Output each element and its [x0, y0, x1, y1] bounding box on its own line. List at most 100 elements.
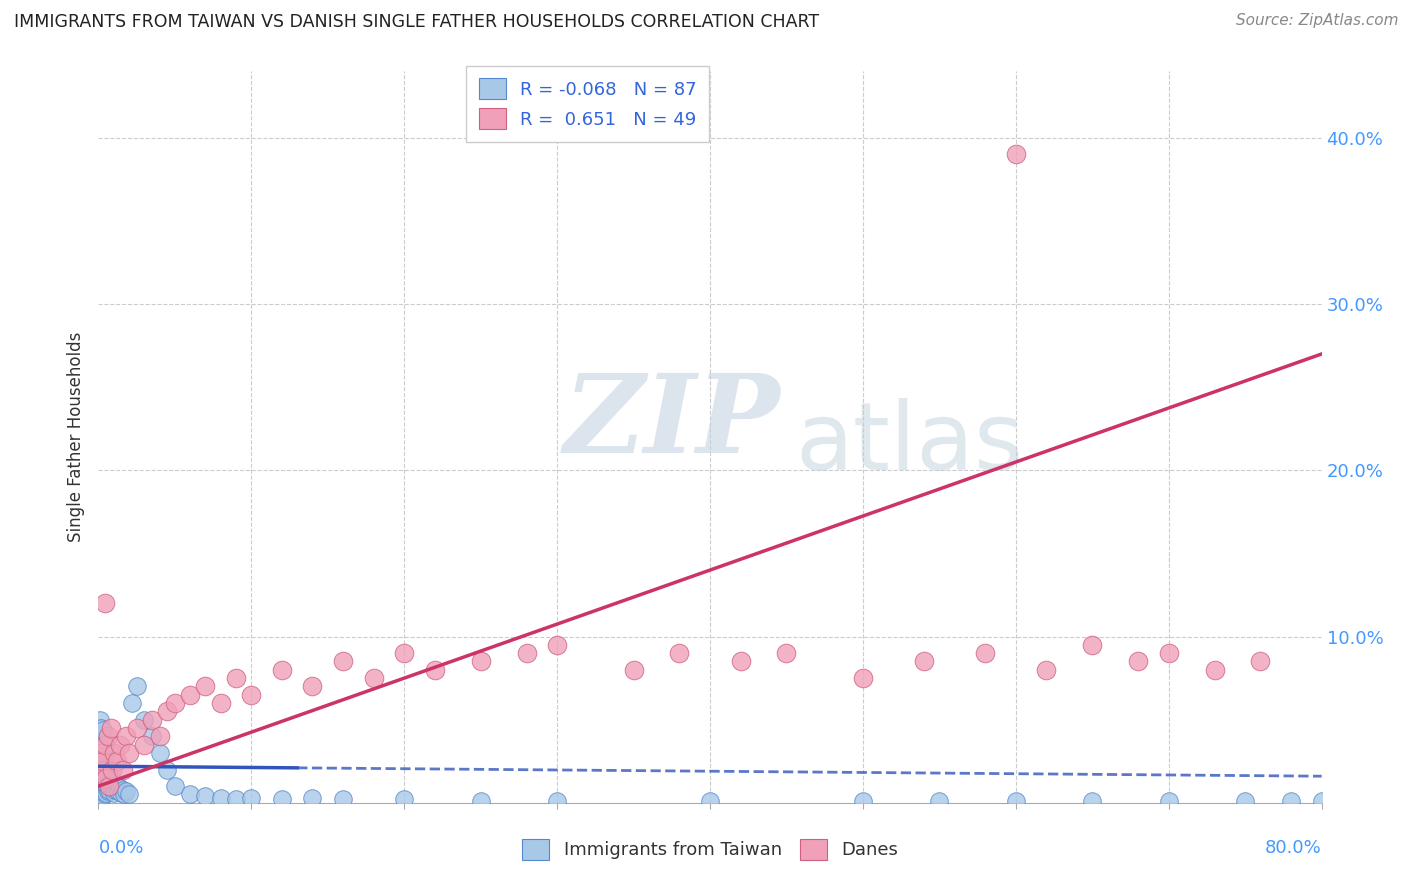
- Point: [115, 784, 138, 798]
- Point: [623, 663, 645, 677]
- Point: [108, 780, 131, 795]
- Point: [118, 746, 141, 760]
- Point: [97, 729, 120, 743]
- Point: [392, 792, 416, 806]
- Point: [90, 763, 112, 777]
- Point: [91, 759, 114, 773]
- Point: [93, 596, 115, 610]
- Point: [516, 646, 538, 660]
- Point: [1279, 794, 1302, 808]
- Point: [225, 671, 247, 685]
- Point: [94, 786, 117, 800]
- Point: [209, 696, 232, 710]
- Point: [194, 789, 217, 804]
- Point: [163, 696, 186, 710]
- Point: [97, 776, 120, 790]
- Point: [94, 771, 117, 785]
- Point: [105, 779, 128, 793]
- Point: [101, 763, 124, 777]
- Point: [775, 646, 797, 660]
- Point: [332, 792, 354, 806]
- Point: [91, 751, 114, 765]
- Point: [1310, 794, 1333, 808]
- Point: [103, 776, 125, 790]
- Point: [125, 680, 148, 694]
- Point: [111, 763, 134, 777]
- Point: [852, 671, 875, 685]
- Point: [209, 790, 232, 805]
- Point: [89, 729, 111, 743]
- Point: [94, 769, 117, 783]
- Point: [332, 655, 354, 669]
- Point: [89, 763, 111, 777]
- Point: [163, 779, 186, 793]
- Point: [1249, 655, 1271, 669]
- Point: [90, 746, 112, 760]
- Point: [546, 638, 568, 652]
- Point: [912, 655, 935, 669]
- Point: [103, 746, 125, 760]
- Text: IMMIGRANTS FROM TAIWAN VS DANISH SINGLE FATHER HOUSEHOLDS CORRELATION CHART: IMMIGRANTS FROM TAIWAN VS DANISH SINGLE …: [14, 13, 820, 31]
- Point: [103, 786, 125, 800]
- Point: [141, 713, 163, 727]
- Point: [90, 738, 112, 752]
- Point: [89, 738, 111, 752]
- Point: [470, 655, 492, 669]
- Point: [97, 784, 120, 798]
- Point: [93, 749, 115, 764]
- Point: [90, 769, 112, 783]
- Point: [94, 777, 117, 792]
- Point: [179, 688, 201, 702]
- Point: [110, 786, 132, 800]
- Point: [89, 713, 111, 727]
- Point: [270, 792, 292, 806]
- Point: [112, 788, 135, 802]
- Point: [1128, 655, 1150, 669]
- Text: 80.0%: 80.0%: [1265, 839, 1322, 857]
- Point: [91, 772, 114, 787]
- Point: [93, 788, 115, 802]
- Point: [301, 790, 323, 805]
- Point: [149, 729, 172, 743]
- Point: [89, 746, 111, 760]
- Point: [97, 765, 120, 780]
- Point: [93, 774, 115, 789]
- Text: ZIP: ZIP: [564, 368, 780, 476]
- Point: [392, 646, 416, 660]
- Point: [107, 784, 129, 798]
- Point: [730, 655, 752, 669]
- Point: [101, 779, 124, 793]
- Point: [141, 729, 163, 743]
- Point: [91, 779, 114, 793]
- Point: [89, 721, 111, 735]
- Point: [90, 729, 112, 743]
- Point: [546, 794, 568, 808]
- Point: [111, 782, 134, 797]
- Point: [98, 782, 121, 797]
- Point: [90, 754, 112, 768]
- Point: [108, 738, 131, 752]
- Point: [928, 794, 950, 808]
- Point: [89, 754, 111, 768]
- Legend: Immigrants from Taiwan, Danes: Immigrants from Taiwan, Danes: [515, 831, 905, 867]
- Text: atlas: atlas: [796, 399, 1024, 491]
- Point: [1004, 794, 1026, 808]
- Point: [1234, 794, 1257, 808]
- Point: [105, 754, 128, 768]
- Point: [156, 705, 179, 719]
- Text: Source: ZipAtlas.com: Source: ZipAtlas.com: [1236, 13, 1399, 29]
- Point: [115, 729, 138, 743]
- Point: [93, 767, 115, 781]
- Point: [91, 765, 114, 780]
- Point: [470, 794, 492, 808]
- Point: [194, 680, 217, 694]
- Point: [93, 739, 115, 754]
- Point: [121, 696, 143, 710]
- Point: [104, 782, 127, 797]
- Point: [91, 723, 114, 737]
- Point: [91, 732, 114, 747]
- Point: [90, 763, 112, 777]
- Y-axis label: Single Father Households: Single Father Households: [67, 332, 86, 542]
- Point: [93, 780, 115, 795]
- Point: [134, 738, 156, 752]
